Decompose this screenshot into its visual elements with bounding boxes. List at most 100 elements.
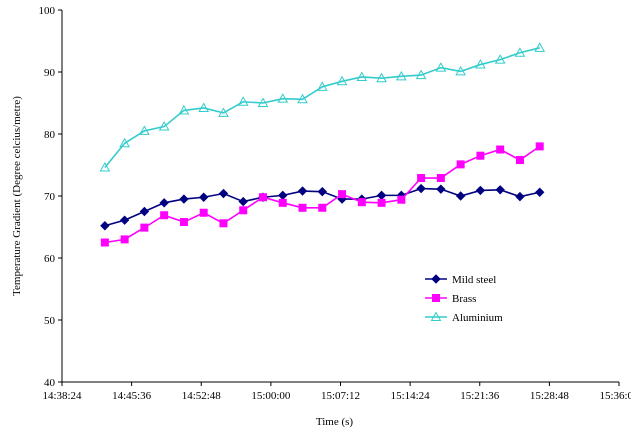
data-point [140,223,149,232]
data-point [316,81,328,91]
y-tick-label: 50 [44,315,56,327]
legend-label: Aluminium [452,312,503,324]
legend: Mild steel Brass Aluminium [425,274,503,324]
data-point [435,62,447,72]
data-point [357,198,366,207]
data-point [238,196,248,207]
data-point [338,190,347,199]
legend-item: Brass [425,293,476,305]
data-point [139,125,150,135]
series-layer [99,42,546,247]
data-point [257,97,269,107]
data-point [496,145,505,154]
x-tick-label: 15:14:24 [391,390,431,402]
data-point [436,174,445,183]
data-point [515,156,524,165]
y-axis: 40 50 60 70 80 90 100 [39,5,62,389]
legend-label: Brass [452,293,476,305]
data-point [415,69,427,80]
x-axis: 14:38:24 14:45:36 14:52:48 15:00:00 15:07:12… [42,382,631,402]
data-point [297,93,308,104]
data-point [455,191,466,201]
data-point [377,198,386,207]
data-point [218,107,229,117]
data-point [178,104,190,115]
data-point [277,93,289,103]
y-tick-label: 100 [39,5,56,17]
y-tick-label: 90 [44,67,56,79]
data-point [318,203,327,212]
data-point [239,206,248,215]
x-axis-title: Time (s) [316,416,354,428]
data-point [278,190,288,201]
data-point [100,221,110,231]
x-tick-label: 15:36:00 [599,390,631,402]
series-aluminium [99,42,546,172]
legend-item: Mild steel [425,274,496,286]
legend-marker [431,274,441,284]
data-point [376,190,387,201]
legend-marker [432,294,440,302]
data-point [417,174,426,183]
data-point [119,215,130,225]
data-point [99,161,111,172]
series-line [104,47,540,168]
x-tick-label: 15:21:36 [460,390,500,402]
data-point [436,184,446,194]
data-point [455,65,466,76]
data-point [297,186,308,196]
data-point [298,203,307,212]
data-point [535,142,544,151]
data-point [139,206,150,217]
data-point [218,188,229,199]
data-point [219,219,228,228]
data-point [258,193,267,202]
data-point [278,198,287,207]
data-point [356,71,368,81]
x-tick-label: 14:45:36 [112,390,152,402]
y-tick-label: 60 [44,253,56,265]
legend-label: Mild steel [452,274,496,286]
data-point [475,59,486,69]
x-tick-label: 15:00:00 [251,390,291,402]
x-tick-label: 15:28:48 [530,390,570,402]
data-point [476,151,485,160]
data-point [534,42,546,52]
x-tick-label: 15:07:12 [321,390,360,402]
data-point [514,47,526,57]
data-point [179,194,189,204]
data-point [397,195,406,204]
legend-item: Aluminium [425,311,503,324]
x-tick-label: 14:52:48 [182,390,222,402]
data-point [395,70,407,81]
y-tick-label: 80 [44,129,56,141]
data-point [119,137,130,148]
data-point [336,75,348,86]
data-point [179,218,188,227]
data-point [456,160,465,169]
y-axis-title: Temperature Gradient (Degree celcius/met… [11,96,23,296]
data-point [515,191,525,202]
data-point [376,72,387,83]
data-point [198,102,210,112]
data-point [198,192,209,202]
data-point [534,187,545,197]
data-point [237,96,249,106]
legend-marker [430,311,442,321]
data-point [160,211,169,220]
data-point [158,121,170,131]
data-point [475,185,486,196]
data-point [120,235,129,244]
data-point [495,185,505,195]
y-tick-label: 40 [44,377,56,389]
series-brass [100,142,544,247]
data-point [317,186,327,197]
data-point [199,208,208,217]
data-point [159,198,169,208]
y-tick-label: 70 [44,191,56,203]
data-point [100,238,109,247]
data-point [494,54,506,64]
data-point [416,183,426,194]
x-tick-label: 14:38:24 [42,390,82,402]
